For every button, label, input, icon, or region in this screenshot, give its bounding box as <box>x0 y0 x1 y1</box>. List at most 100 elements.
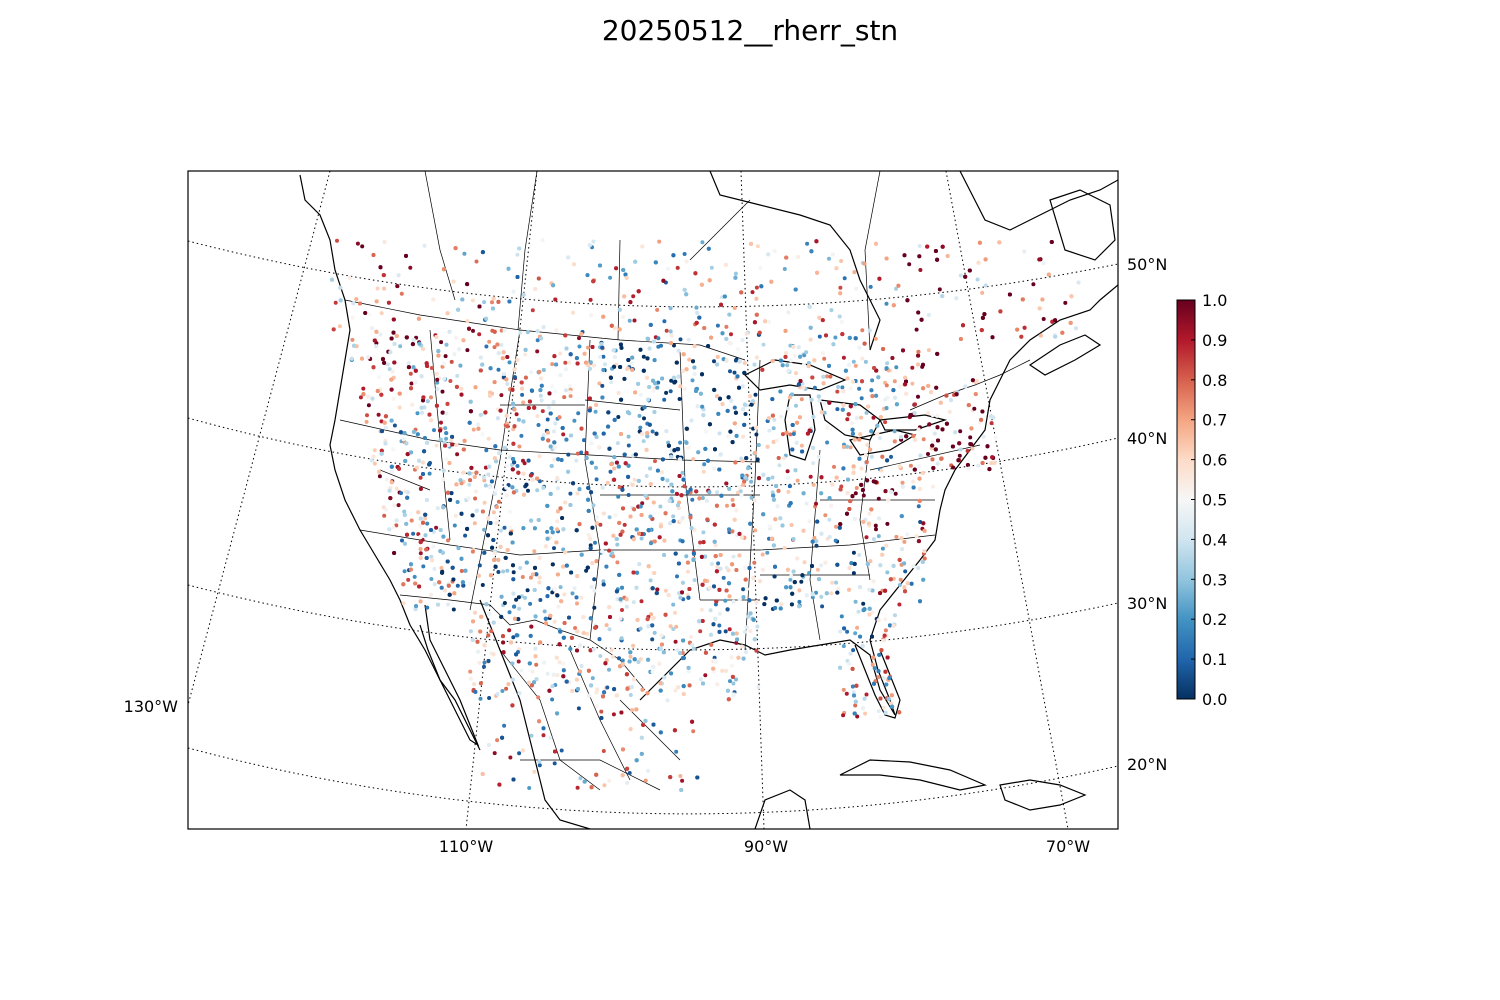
station-point <box>378 332 383 337</box>
station-point <box>550 684 555 689</box>
station-point <box>884 682 889 687</box>
station-point <box>422 436 427 440</box>
station-point <box>700 496 705 500</box>
station-point <box>668 329 673 334</box>
station-point <box>954 392 959 397</box>
station-point <box>371 365 376 370</box>
station-point <box>1022 325 1027 330</box>
station-point <box>969 442 974 447</box>
station-point <box>853 402 858 407</box>
station-point <box>888 623 892 628</box>
station-point <box>734 677 738 682</box>
station-point <box>671 627 676 631</box>
station-point <box>834 475 839 480</box>
station-point <box>665 698 670 703</box>
station-point <box>823 513 828 518</box>
station-point <box>530 388 534 393</box>
station-point <box>918 520 923 524</box>
station-point <box>578 669 583 674</box>
station-point <box>714 503 719 508</box>
station-point <box>617 485 622 490</box>
station-point <box>627 318 632 323</box>
station-point <box>651 722 656 727</box>
station-point <box>379 419 384 424</box>
station-point <box>389 336 394 341</box>
station-point <box>918 268 923 272</box>
station-point <box>631 537 636 542</box>
station-point <box>515 275 520 279</box>
station-point <box>765 550 770 555</box>
station-point <box>1073 326 1078 331</box>
station-point <box>668 521 673 526</box>
station-point <box>461 470 466 475</box>
station-point <box>740 644 744 649</box>
station-point <box>579 332 584 336</box>
station-point <box>396 273 401 278</box>
station-point <box>532 549 537 554</box>
station-point <box>402 569 407 574</box>
station-point <box>402 431 407 436</box>
station-point <box>394 334 399 338</box>
station-point <box>626 443 631 448</box>
station-point <box>622 294 627 299</box>
station-point <box>441 534 446 539</box>
station-point <box>754 600 759 605</box>
station-point <box>586 497 591 502</box>
station-point <box>699 607 704 612</box>
station-point <box>484 448 489 453</box>
station-point <box>444 411 449 416</box>
station-point <box>870 394 875 399</box>
station-point <box>669 333 674 338</box>
station-point <box>905 298 910 303</box>
station-point <box>750 399 755 404</box>
station-point <box>897 583 902 587</box>
station-point <box>678 651 683 656</box>
station-point <box>511 777 516 782</box>
station-point <box>804 350 809 355</box>
station-point <box>507 610 512 615</box>
station-point <box>770 413 775 418</box>
station-point <box>914 327 919 332</box>
station-point <box>371 454 376 459</box>
station-point <box>614 589 619 594</box>
station-point <box>598 522 603 527</box>
station-point <box>790 591 795 596</box>
station-point <box>620 529 625 534</box>
station-point <box>383 441 388 446</box>
station-point <box>676 685 681 690</box>
station-point <box>511 427 516 432</box>
station-point <box>543 621 548 626</box>
station-point <box>561 564 566 569</box>
station-point <box>494 521 499 525</box>
station-point <box>1041 317 1046 321</box>
station-point <box>725 607 730 612</box>
station-point <box>529 624 534 629</box>
station-point <box>471 328 475 333</box>
station-point <box>698 677 703 682</box>
station-point <box>489 629 494 634</box>
station-point <box>894 402 899 407</box>
station-point <box>566 452 571 457</box>
station-point <box>841 389 846 394</box>
station-point <box>809 397 814 402</box>
station-point <box>492 456 497 461</box>
station-point <box>394 523 399 528</box>
station-point <box>770 475 775 480</box>
station-point <box>739 290 744 295</box>
station-point <box>837 525 842 530</box>
station-point <box>784 351 788 355</box>
station-point <box>650 623 655 628</box>
station-point <box>537 719 542 724</box>
station-point <box>849 421 854 426</box>
station-point <box>535 414 540 419</box>
station-point <box>497 782 502 787</box>
station-point <box>522 492 526 497</box>
station-point <box>600 383 605 388</box>
station-point <box>511 490 516 495</box>
station-point <box>715 682 720 687</box>
station-point <box>517 606 522 611</box>
station-point <box>628 300 633 305</box>
station-point <box>691 359 695 364</box>
station-point <box>552 546 556 551</box>
station-point <box>527 786 532 790</box>
